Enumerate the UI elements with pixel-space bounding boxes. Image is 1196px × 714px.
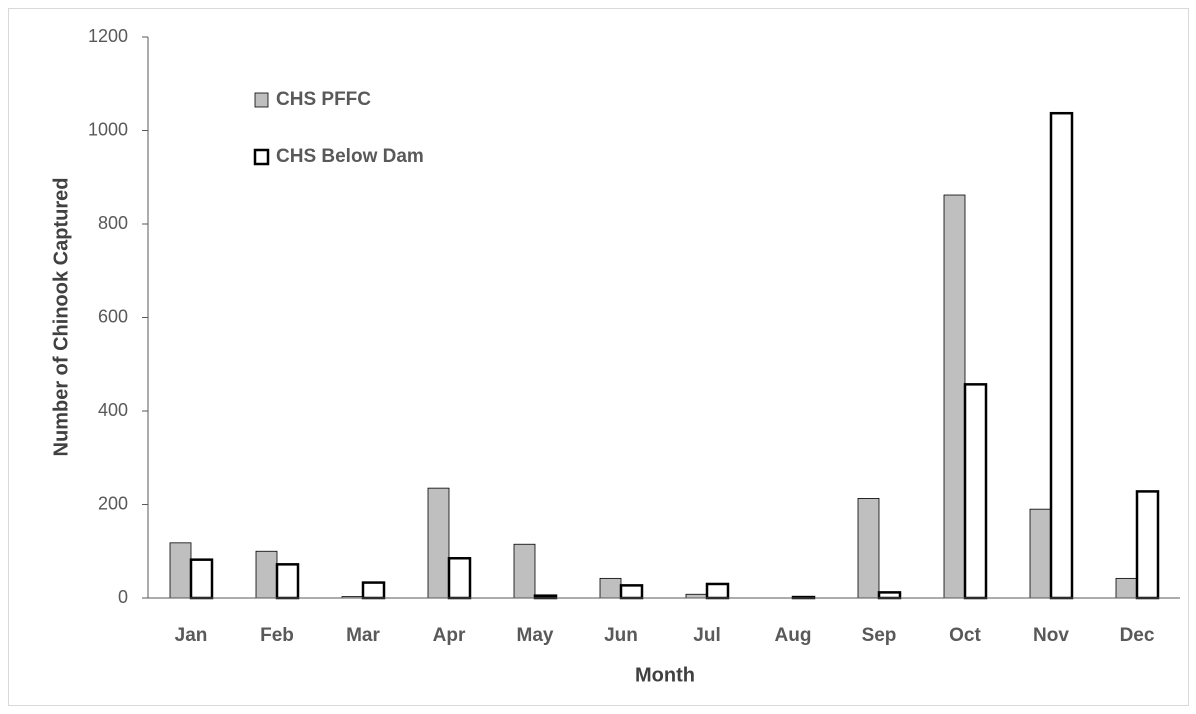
- legend-label: CHS Below Dam: [276, 146, 424, 167]
- y-tick-label: 600: [98, 306, 128, 326]
- bar: [1049, 111, 1074, 600]
- legend-label: CHS PFFC: [276, 89, 371, 110]
- bar: [447, 557, 472, 600]
- bar: [255, 550, 278, 599]
- bar: [599, 577, 622, 599]
- bar: [275, 563, 300, 600]
- x-tick-label: Mar: [346, 625, 380, 646]
- bar: [189, 558, 214, 600]
- bar: [513, 543, 536, 599]
- y-axis-title: Number of Chinook Captured: [50, 178, 72, 457]
- bar: [685, 593, 708, 599]
- x-tick-label: Feb: [260, 625, 294, 646]
- x-axis-title: Month: [635, 664, 695, 686]
- bar: [705, 582, 730, 600]
- bar: [1135, 490, 1160, 600]
- x-tick-label: Sep: [862, 625, 897, 646]
- bar: [427, 487, 450, 599]
- bar: [943, 194, 966, 599]
- x-tick-label: Apr: [433, 625, 466, 646]
- x-tick-label: Dec: [1120, 625, 1155, 646]
- bar: [619, 584, 644, 600]
- x-tick-label: Oct: [949, 625, 981, 646]
- y-tick-label: 800: [98, 213, 128, 233]
- bar: [169, 542, 192, 599]
- x-tick-label: Jan: [175, 625, 208, 646]
- y-tick-label: 1200: [88, 26, 128, 46]
- x-tick-label: Jun: [604, 625, 638, 646]
- bar: [857, 498, 880, 599]
- x-tick-label: Jul: [693, 625, 720, 646]
- y-tick-label: 400: [98, 400, 128, 420]
- x-tick-label: May: [517, 625, 554, 646]
- chart-frame: [8, 8, 1189, 706]
- y-tick-label: 0: [118, 587, 128, 607]
- legend-swatch: [253, 148, 270, 166]
- x-tick-label: Aug: [775, 625, 812, 646]
- y-tick-label: 200: [98, 493, 128, 513]
- bar: [1029, 508, 1052, 599]
- x-tick-label: Nov: [1033, 625, 1069, 646]
- bar: [1115, 577, 1138, 599]
- legend-swatch: [254, 92, 269, 108]
- y-tick-label: 1000: [88, 119, 128, 139]
- bar: [361, 581, 386, 600]
- bar: [963, 383, 988, 600]
- bar: [877, 591, 902, 600]
